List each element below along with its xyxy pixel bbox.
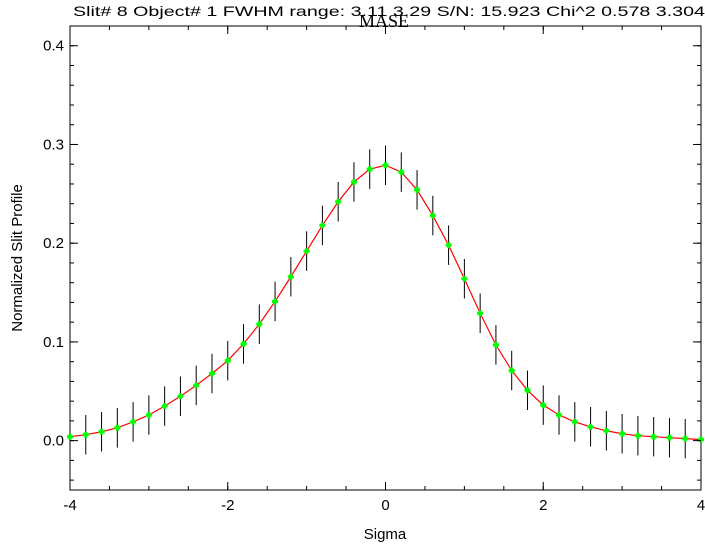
data-point bbox=[240, 340, 247, 347]
data-point bbox=[445, 242, 452, 249]
data-point bbox=[67, 433, 73, 440]
x-tick-label: 4 bbox=[697, 497, 705, 514]
data-point bbox=[698, 436, 704, 443]
data-point bbox=[335, 198, 342, 205]
x-tick-label: -2 bbox=[221, 497, 234, 514]
data-point bbox=[682, 435, 689, 442]
data-point bbox=[524, 387, 531, 394]
y-axis-ticks: 0.0 0.1 0.2 0.3 0.4 bbox=[43, 25, 701, 481]
data-point bbox=[177, 393, 184, 400]
data-point bbox=[477, 310, 484, 317]
data-point bbox=[429, 212, 436, 219]
data-point bbox=[666, 434, 673, 441]
data-point bbox=[634, 432, 641, 439]
chart-title: Slit# 8 Object# 1 FWHM range: 3.11 3.29 … bbox=[73, 3, 705, 19]
y-axis-label: Normalized Slit Profile bbox=[9, 184, 26, 332]
data-point bbox=[161, 403, 168, 410]
data-point bbox=[256, 321, 263, 328]
y-tick-label: 0.1 bbox=[43, 334, 64, 351]
data-point bbox=[145, 411, 152, 418]
data-point bbox=[303, 248, 310, 255]
x-tick-label: 0 bbox=[381, 497, 389, 514]
x-tick-label: 2 bbox=[539, 497, 547, 514]
data-point bbox=[98, 428, 105, 435]
x-axis-label: Sigma bbox=[364, 526, 407, 543]
y-tick-label: 0.2 bbox=[43, 235, 64, 252]
data-point bbox=[287, 273, 294, 280]
data-point-group bbox=[67, 162, 704, 443]
data-point bbox=[587, 423, 594, 430]
data-point bbox=[461, 275, 468, 282]
data-point bbox=[272, 298, 279, 305]
data-point bbox=[208, 370, 215, 377]
data-point bbox=[82, 431, 89, 438]
y-tick-label: 0.0 bbox=[43, 433, 64, 450]
data-point bbox=[540, 402, 547, 409]
x-axis-ticks: -4 -2 0 2 4 bbox=[63, 26, 705, 514]
data-point bbox=[603, 427, 610, 434]
data-point bbox=[114, 424, 121, 431]
data-point bbox=[414, 186, 421, 193]
data-point bbox=[382, 162, 389, 169]
y-tick-label: 0.4 bbox=[43, 38, 64, 55]
data-point bbox=[130, 418, 137, 425]
data-point bbox=[508, 367, 515, 374]
data-point bbox=[571, 418, 578, 425]
data-point bbox=[398, 169, 405, 176]
y-tick-label: 0.3 bbox=[43, 136, 64, 153]
data-point bbox=[350, 178, 357, 185]
data-point bbox=[366, 166, 373, 173]
data-point bbox=[650, 433, 657, 440]
errorbar-group bbox=[69, 145, 702, 460]
data-point bbox=[556, 411, 563, 418]
data-point bbox=[619, 430, 626, 437]
data-point bbox=[492, 341, 499, 348]
data-point bbox=[224, 357, 231, 364]
x-tick-label: -4 bbox=[63, 497, 76, 514]
data-point bbox=[193, 382, 200, 389]
data-point bbox=[319, 222, 326, 229]
